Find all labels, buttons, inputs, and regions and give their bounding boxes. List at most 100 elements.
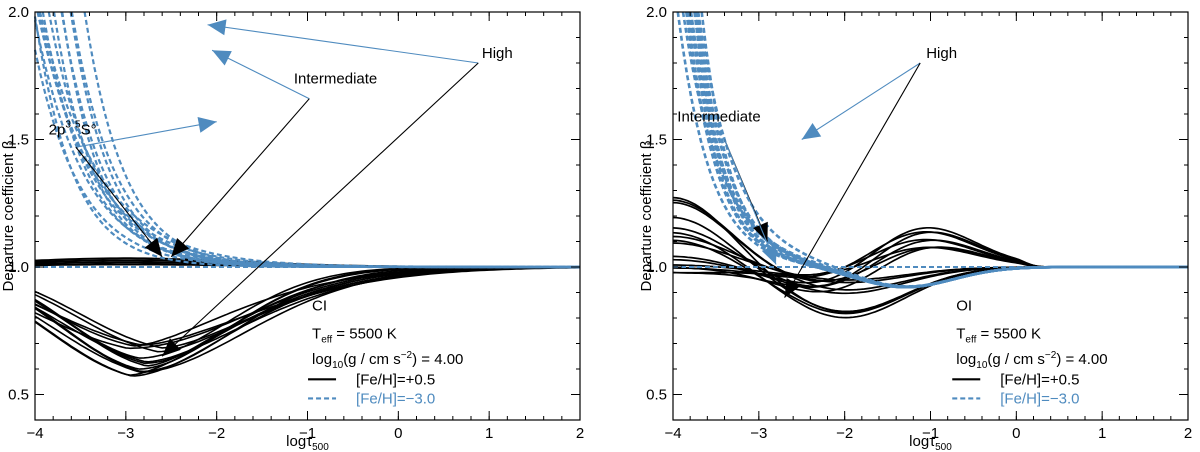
annotation-arrow-black bbox=[161, 62, 479, 357]
series-black-lower bbox=[34, 266, 580, 377]
curves-left bbox=[33, 11, 581, 377]
teff-value: = 5500 K bbox=[332, 325, 397, 342]
annotation-arrow-black-head bbox=[784, 278, 801, 298]
series-black-lower bbox=[34, 266, 581, 346]
series-black-lower bbox=[34, 266, 580, 365]
x-axis-label-sub: 500 bbox=[935, 442, 952, 452]
x-tick-label: −2 bbox=[836, 425, 853, 442]
series-black-lower bbox=[34, 266, 580, 363]
series-blue-dashed bbox=[688, 11, 1188, 289]
y-tick-label: 1.5 bbox=[8, 132, 29, 149]
annotation-label: High bbox=[926, 45, 957, 62]
y-tick-label: 0.5 bbox=[8, 387, 29, 404]
legend-label: [Fe/H]=+0.5 bbox=[1000, 371, 1079, 388]
teff-label: Teff = 5500 K bbox=[956, 325, 1041, 345]
legend-label: [Fe/H]=−3.0 bbox=[356, 390, 435, 407]
annotation-sup: 5 bbox=[75, 119, 81, 130]
y-tick-label: 2.0 bbox=[646, 4, 667, 21]
x-tick-label: −1 bbox=[922, 425, 939, 442]
annotation-arrow-blue bbox=[801, 62, 921, 140]
y-axis-label: Departure coefficient β bbox=[638, 140, 655, 291]
panel-right: −4 −3 −2 −1 0 1 2 0.5 1.0 1.5 2.0 logτ500 Departure … bbox=[638, 4, 1192, 452]
x-tick-label: −1 bbox=[299, 425, 316, 442]
x-tick-label: 0 bbox=[394, 425, 402, 442]
y-tick-label: 0.5 bbox=[646, 387, 667, 404]
series-black-lower bbox=[34, 266, 580, 377]
series-black-lower bbox=[34, 266, 580, 350]
teff-T: T bbox=[956, 325, 965, 342]
logg-text: (g / cm s bbox=[987, 351, 1045, 368]
annotation-label: 2p3 5S° bbox=[49, 119, 97, 138]
x-tick-label: 2 bbox=[1184, 425, 1192, 442]
annotation-arrow-black-head bbox=[171, 237, 190, 257]
teff-sub: eff bbox=[965, 334, 976, 345]
annotation-tail: S° bbox=[81, 121, 97, 138]
teff-sub: eff bbox=[321, 334, 332, 345]
logg-value: ) = 4.00 bbox=[412, 351, 463, 368]
annotation-label: Intermediate bbox=[294, 70, 377, 87]
logg-text: (g / cm s bbox=[343, 351, 401, 368]
x-tick-label: 1 bbox=[485, 425, 493, 442]
annotation-arrow-black bbox=[75, 146, 163, 258]
annotation-arrow-blue-head bbox=[207, 19, 227, 36]
x-tick-label: 1 bbox=[1098, 425, 1106, 442]
logg-exp: −2 bbox=[401, 350, 413, 361]
annotation-arrow-blue-head bbox=[761, 244, 777, 265]
logg-label: log10(g / cm s−2) = 4.00 bbox=[312, 350, 463, 371]
y-tick-label: 2.0 bbox=[8, 4, 29, 21]
x-tick-label: −4 bbox=[26, 425, 43, 442]
series-black bbox=[672, 196, 1188, 314]
x-tick-label: −3 bbox=[750, 425, 767, 442]
teff-label: Teff = 5500 K bbox=[312, 325, 397, 345]
legend-label: [Fe/H]=+0.5 bbox=[356, 371, 435, 388]
x-axis-label-main: logτ bbox=[286, 433, 312, 450]
x-tick-label: −3 bbox=[117, 425, 134, 442]
curves-right bbox=[672, 11, 1188, 319]
series-black-lower bbox=[34, 266, 580, 359]
logg-label: log10(g / cm s−2) = 4.00 bbox=[956, 350, 1107, 371]
annotation-label: High bbox=[482, 45, 513, 62]
annotation-arrow-blue bbox=[211, 49, 310, 100]
annotation-arrow-blue-head bbox=[197, 116, 217, 133]
panel-left: −4 −3 −2 −1 0 1 2 0.5 1.0 1.5 2.0 logτ500 Departure … bbox=[0, 4, 584, 452]
annotation-arrow-black bbox=[784, 62, 921, 298]
x-axis-label-main: logτ bbox=[909, 433, 935, 450]
x-tick-label: 2 bbox=[576, 425, 584, 442]
x-axis-label-sub: 500 bbox=[312, 442, 329, 452]
annotation-arrow-blue bbox=[207, 24, 479, 64]
annotation-arrow-black-head bbox=[162, 338, 181, 357]
annotation-sup: 3 bbox=[65, 119, 71, 130]
element-label: OI bbox=[956, 297, 972, 314]
annotations-right: High Intermediate bbox=[677, 45, 957, 298]
element-label: CI bbox=[312, 297, 327, 314]
logg-value: ) = 4.00 bbox=[1056, 351, 1107, 368]
x-axis-label: logτ500 bbox=[286, 433, 329, 452]
series-blue-dashed bbox=[47, 11, 580, 269]
x-axis-label: logτ500 bbox=[909, 433, 952, 452]
annotation-label: Intermediate bbox=[677, 109, 760, 126]
annotation-arrow-blue bbox=[75, 121, 217, 148]
series-black-lower bbox=[34, 266, 580, 349]
x-tick-label: 0 bbox=[1012, 425, 1020, 442]
logg-exp: −2 bbox=[1045, 350, 1057, 361]
legend-label: [Fe/H]=−3.0 bbox=[1000, 390, 1079, 407]
x-tick-label: −2 bbox=[208, 425, 225, 442]
y-axis-label: Departure coefficient β bbox=[0, 140, 17, 291]
logg-prefix: log bbox=[312, 351, 332, 368]
annotation-arrow-blue bbox=[723, 139, 777, 265]
annotation-arrow-blue-head bbox=[212, 50, 232, 66]
series-blue-dashed bbox=[696, 11, 1188, 288]
teff-T: T bbox=[312, 325, 321, 342]
logg-sub: 10 bbox=[976, 360, 988, 371]
series-blue-dashed bbox=[61, 11, 580, 269]
annotation-arrow-blue-head bbox=[801, 123, 822, 140]
annotation-arrow-black-head bbox=[144, 237, 163, 257]
logg-prefix: log bbox=[956, 351, 976, 368]
y-tick-label: 1.0 bbox=[646, 259, 667, 276]
series-black-lower bbox=[34, 266, 581, 347]
logg-sub: 10 bbox=[332, 360, 344, 371]
annotations-left: High Intermediate 2p3 5S° bbox=[49, 19, 513, 357]
x-tick-label: −4 bbox=[664, 425, 681, 442]
teff-value: = 5500 K bbox=[976, 325, 1041, 342]
